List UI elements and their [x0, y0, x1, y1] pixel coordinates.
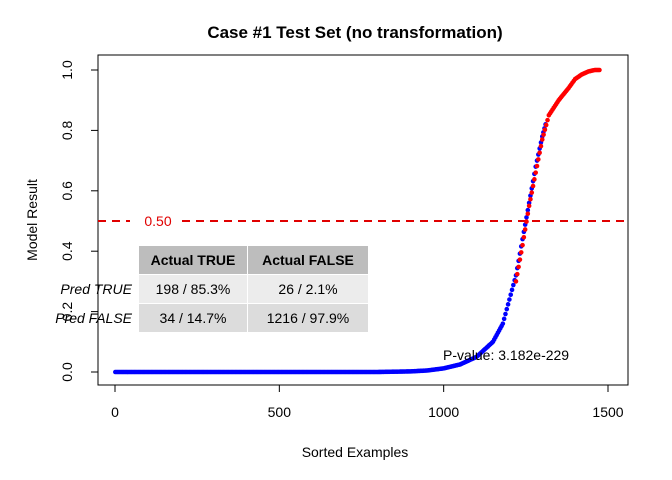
- data-point: [524, 215, 529, 220]
- cell-false-negative: 34 / 14.7%: [138, 303, 248, 333]
- data-point: [536, 157, 541, 162]
- data-point: [541, 132, 546, 137]
- data-point: [507, 297, 512, 302]
- y-tick-label: 0.0: [59, 362, 75, 382]
- data-point: [542, 127, 548, 133]
- data-point: [518, 250, 524, 255]
- data-point: [509, 287, 515, 293]
- threshold-line-group: 0.50: [98, 212, 628, 230]
- data-point: [528, 196, 533, 202]
- col-header-actual-false: Actual FALSE: [247, 245, 369, 275]
- y-tick-label: 0.8: [59, 120, 75, 140]
- data-point: [514, 271, 520, 277]
- data-point: [526, 203, 532, 209]
- data-point: [513, 279, 519, 284]
- data-point: [511, 282, 516, 288]
- data-point: [505, 302, 511, 307]
- data-point: [533, 170, 538, 175]
- p-value-annotation: P-value: 3.182e-229: [443, 347, 569, 363]
- cell-true-positive: 198 / 85.3%: [138, 274, 248, 304]
- y-tick-label: 0.4: [59, 241, 75, 261]
- data-point: [520, 242, 525, 248]
- data-point: [538, 143, 544, 149]
- cell-false-positive: 26 / 2.1%: [247, 274, 369, 304]
- data-point: [503, 311, 508, 317]
- axis-ticks: 0 500 1000 1500 0.0 0.2 0.4 0.6 0.8 1.0: [59, 60, 624, 420]
- x-tick-label: 500: [268, 404, 292, 420]
- data-point: [545, 117, 550, 123]
- data-point: [525, 211, 531, 217]
- x-tick-label: 1500: [592, 404, 623, 420]
- data-point: [597, 67, 602, 73]
- chart-title: Case #1 Test Set (no transformation): [207, 23, 502, 42]
- y-axis-label: Model Result: [24, 179, 40, 261]
- data-point: [534, 163, 540, 169]
- confusion-row-pred-false: Pred FALSE 34 / 14.7% 1216 / 97.9%: [38, 303, 369, 333]
- row-header-pred-false: Pred FALSE: [55, 310, 132, 326]
- data-point: [501, 316, 507, 322]
- confusion-row-pred-true: Pred TRUE 198 / 85.3% 26 / 2.1%: [38, 274, 369, 304]
- confusion-header-row: Actual TRUE Actual FALSE: [38, 245, 369, 275]
- data-point: [521, 235, 527, 240]
- y-tick-label: 0.6: [59, 181, 75, 201]
- confusion-table: Actual TRUE Actual FALSE Pred TRUE 198 /…: [38, 245, 369, 333]
- data-point: [532, 177, 537, 182]
- data-point: [529, 190, 535, 195]
- y-tick-label: 1.0: [59, 60, 75, 80]
- data-point: [537, 150, 542, 156]
- x-tick-label: 0: [111, 404, 119, 420]
- x-tick-label: 1000: [428, 404, 459, 420]
- y-tick-label: 0.2: [59, 302, 75, 322]
- row-header-pred-true: Pred TRUE: [60, 281, 132, 297]
- data-point: [504, 306, 510, 312]
- data-point: [530, 183, 536, 189]
- data-point: [539, 137, 545, 142]
- cell-true-negative: 1216 / 97.9%: [247, 303, 369, 333]
- confusion-corner: [38, 246, 139, 275]
- threshold-label: 0.50: [144, 213, 171, 229]
- data-point: [522, 227, 528, 232]
- threshold-label-bg: [130, 212, 182, 230]
- data-point: [508, 292, 514, 297]
- data-point: [516, 264, 521, 270]
- data-point: [524, 219, 529, 224]
- data-point: [517, 257, 523, 262]
- data-point: [525, 207, 531, 213]
- col-header-actual-true: Actual TRUE: [138, 245, 248, 275]
- x-axis-label: Sorted Examples: [302, 444, 409, 460]
- data-points: [113, 67, 602, 375]
- data-point: [543, 122, 549, 128]
- data-point: [500, 321, 506, 326]
